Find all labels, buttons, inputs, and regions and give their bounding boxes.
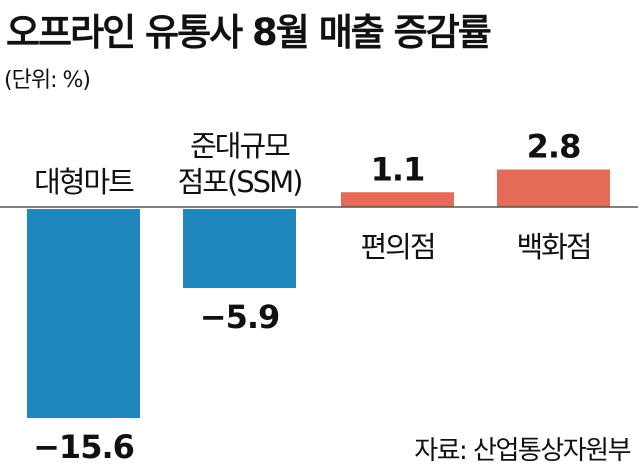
source-note: 자료: 산업통상자원부 [414, 436, 631, 466]
category-label: 대형마트 [34, 165, 134, 199]
chart-title: 오프라인 유통사 8월 매출 증감률 [6, 11, 492, 54]
bar [341, 192, 454, 207]
category-label: 편의점 [360, 230, 434, 264]
category-label: 점포(SSM) [178, 165, 302, 199]
bar [27, 209, 140, 419]
category-label: 백화점 [516, 230, 590, 264]
category-label: 준대규모 [190, 129, 290, 163]
value-label: 1.1 [371, 150, 425, 188]
bar [497, 169, 610, 207]
value-label: −5.9 [200, 298, 280, 336]
value-label: −15.6 [33, 428, 134, 466]
value-label: 2.8 [527, 127, 581, 165]
bar [183, 209, 296, 289]
unit-label: (단위: %) [4, 68, 91, 93]
